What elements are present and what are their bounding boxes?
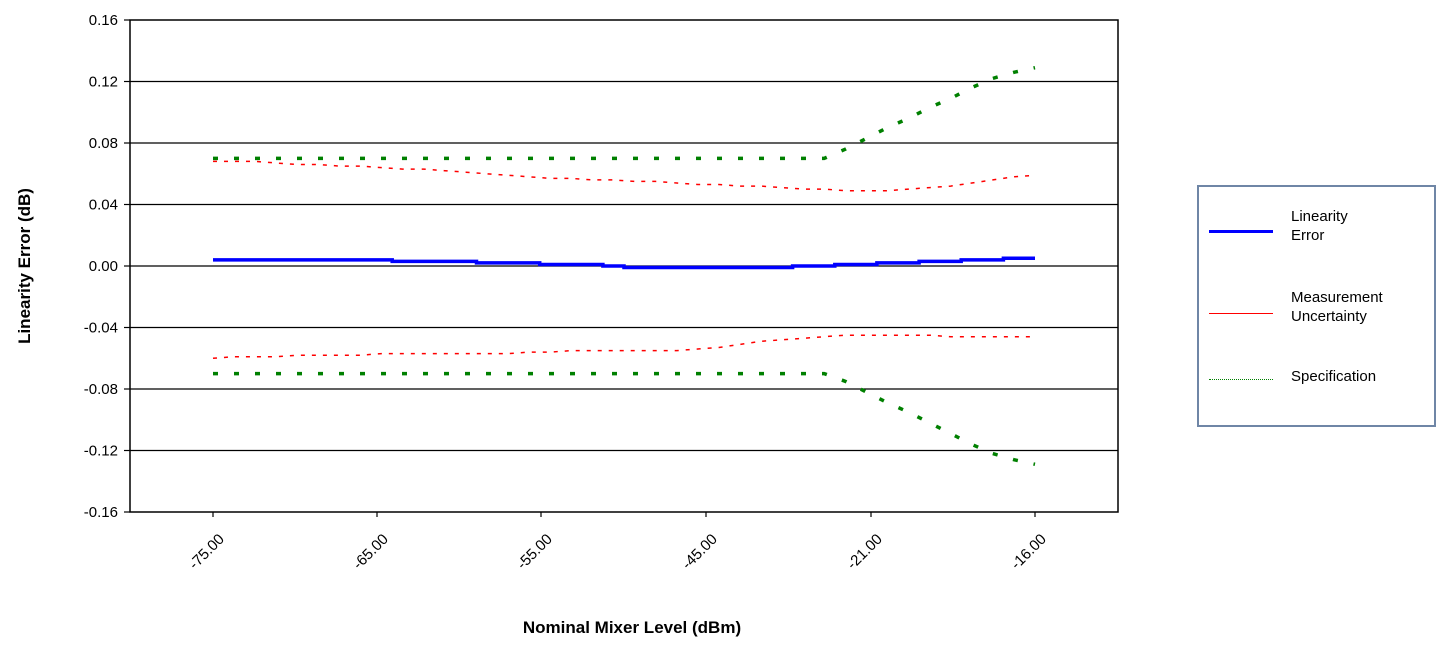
y-tick-label: -0.12	[84, 443, 118, 460]
legend-label-line-1: Measurement	[1291, 288, 1431, 307]
y-tick-label: 0.04	[89, 197, 118, 214]
y-tick-label: -0.04	[84, 320, 118, 337]
x-tick-label: -55.00	[514, 531, 556, 573]
x-axis-title: Nominal Mixer Level (dBm)	[523, 618, 741, 637]
legend-item-linearity-error: Linearity Error	[1199, 207, 1434, 257]
legend-label-line-2: Error	[1291, 226, 1431, 245]
legend-label-specification: Specification	[1291, 367, 1431, 386]
y-tick-label: 0.00	[89, 258, 118, 275]
legend-swatch-linearity-error	[1209, 230, 1273, 233]
legend-label-measurement-uncertainty: Measurement Uncertainty	[1291, 288, 1431, 326]
measurement-uncertainty-lower-line	[213, 335, 1035, 358]
legend-label-linearity-error: Linearity Error	[1291, 207, 1431, 245]
y-tick-label: -0.16	[84, 504, 118, 521]
y-tick-label: -0.08	[84, 381, 118, 398]
y-tick-label: 0.16	[89, 12, 118, 29]
x-tick-label: -75.00	[186, 531, 228, 573]
chart-legend: Linearity Error Measurement Uncertainty …	[1197, 185, 1436, 427]
legend-item-measurement-uncertainty: Measurement Uncertainty	[1199, 288, 1434, 338]
y-axis-title: Linearity Error (dB)	[15, 188, 34, 344]
y-tick-label: 0.12	[89, 74, 118, 91]
x-tick-label: -45.00	[679, 531, 721, 573]
legend-item-specification: Specification	[1199, 367, 1434, 417]
legend-label-line-2: Uncertainty	[1291, 307, 1431, 326]
x-tick-label: -65.00	[350, 531, 392, 573]
legend-swatch-measurement-uncertainty	[1209, 313, 1273, 314]
legend-label-line-1: Specification	[1291, 367, 1431, 386]
linearity-chart: 0.16 0.12 0.08 0.04 0.00 -0.04 -0.08 -0.12 -0.16…	[0, 0, 1180, 650]
legend-swatch-specification	[1209, 379, 1273, 380]
x-axis-ticks: -75.00 -65.00 -55.00 -45.00 -21.00 -16.00	[186, 512, 1050, 573]
x-tick-label: -16.00	[1008, 531, 1050, 573]
legend-label-line-1: Linearity	[1291, 207, 1431, 226]
y-axis-ticks: 0.16 0.12 0.08 0.04 0.00 -0.04 -0.08 -0.12 -0.16	[84, 12, 130, 521]
measurement-uncertainty-upper-line	[213, 161, 1035, 190]
y-tick-label: 0.08	[89, 135, 118, 152]
x-tick-label: -21.00	[844, 531, 886, 573]
